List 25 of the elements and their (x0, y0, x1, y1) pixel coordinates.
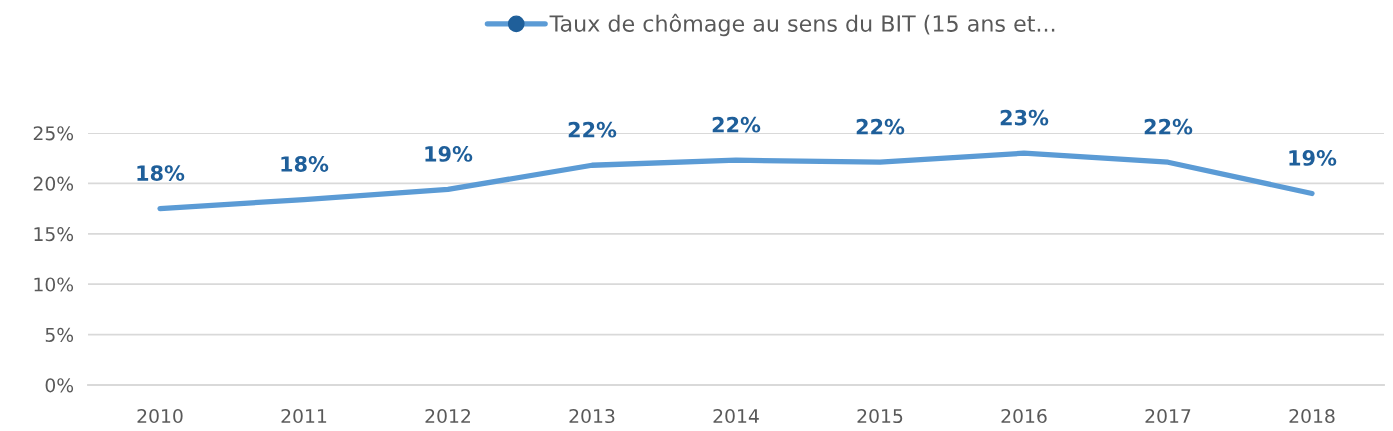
data-label: 19% (425, 146, 473, 162)
data-label: 19% (1289, 150, 1337, 166)
data-label: 22% (856, 118, 905, 135)
data-label: 18% (281, 156, 329, 172)
data-label: 18% (137, 165, 185, 181)
data-label: 22% (568, 121, 617, 138)
x-tick-label: 2017 (1145, 408, 1191, 424)
y-tick-label: 20% (33, 176, 74, 191)
y-tick-label: 0% (45, 378, 74, 393)
x-tick-label: 2015 (857, 408, 903, 424)
y-tick-label: 10% (34, 277, 74, 292)
y-tick-label: 5% (45, 327, 74, 342)
x-tick-label: 2010 (137, 408, 183, 424)
x-tick-label: 2011 (281, 408, 327, 424)
data-label: 22% (1144, 118, 1193, 135)
x-tick-label: 2016 (1001, 408, 1047, 424)
x-tick-label: 2018 (1289, 408, 1335, 424)
y-tick-label: 15% (34, 227, 74, 242)
x-tick-label: 2013 (569, 408, 615, 424)
x-tick-label: 2014 (713, 408, 759, 424)
data-label: 23% (1000, 109, 1049, 126)
legend-label: Taux de chômage au sens du BIT (15 ans et... (549, 13, 1055, 37)
data-label: 22% (712, 116, 761, 133)
y-tick-label: 25% (33, 126, 74, 141)
x-tick-label: 2012 (425, 408, 470, 424)
